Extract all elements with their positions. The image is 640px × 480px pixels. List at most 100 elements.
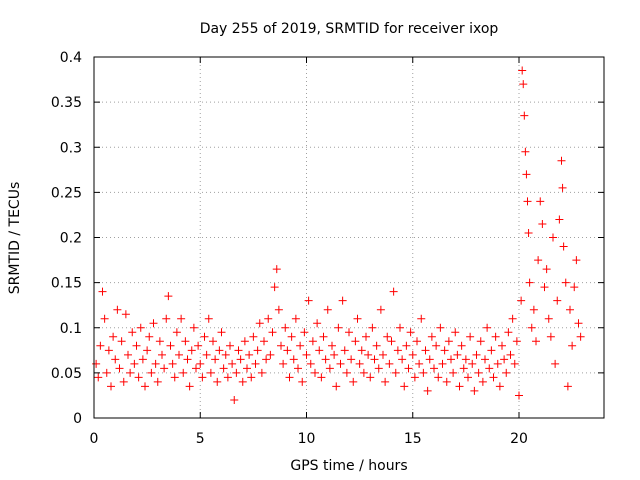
data-point — [279, 359, 288, 368]
data-point — [277, 341, 285, 350]
data-point — [404, 364, 413, 373]
data-point — [177, 314, 186, 323]
data-point — [138, 355, 147, 364]
data-point — [153, 377, 162, 386]
data-point — [308, 337, 317, 346]
data-point — [132, 341, 141, 350]
data-point — [345, 328, 353, 337]
data-point — [421, 346, 430, 355]
data-point — [423, 386, 432, 395]
data-point — [359, 368, 368, 377]
data-point — [474, 368, 483, 377]
data-point — [315, 346, 324, 355]
data-point — [268, 328, 277, 337]
data-point — [370, 355, 379, 364]
data-point — [576, 332, 585, 341]
data-point — [172, 328, 181, 337]
data-point — [353, 314, 362, 323]
data-point — [253, 346, 262, 355]
data-point — [158, 350, 166, 359]
data-point — [240, 337, 249, 346]
data-point — [351, 337, 360, 346]
data-point — [155, 337, 164, 346]
data-point — [149, 319, 158, 328]
data-point — [104, 346, 113, 355]
data-point — [117, 337, 126, 346]
data-point — [555, 215, 564, 224]
data-point — [472, 350, 481, 359]
data-point — [213, 377, 222, 386]
y-tick-label: 0.25 — [51, 185, 82, 201]
data-point — [385, 359, 394, 368]
data-point — [515, 391, 523, 400]
data-point — [532, 337, 540, 346]
data-point — [518, 66, 527, 75]
data-point — [298, 377, 307, 386]
data-point — [119, 377, 128, 386]
data-point — [183, 355, 192, 364]
data-point — [408, 350, 417, 359]
data-point — [519, 80, 528, 89]
data-point — [444, 337, 453, 346]
data-point — [427, 332, 436, 341]
data-point — [417, 314, 426, 323]
data-point — [194, 341, 203, 350]
x-tick-label: 15 — [404, 431, 422, 447]
data-point — [147, 368, 156, 377]
data-point — [198, 373, 207, 382]
data-point — [432, 341, 441, 350]
data-point — [323, 305, 332, 314]
data-point — [336, 359, 345, 368]
data-point — [274, 305, 283, 314]
data-point — [281, 323, 290, 332]
data-point — [487, 346, 496, 355]
grid-lines — [94, 57, 604, 418]
data-point — [302, 350, 311, 359]
data-point — [204, 314, 213, 323]
data-point — [493, 359, 502, 368]
data-point — [145, 332, 154, 341]
data-point — [236, 355, 245, 364]
data-point — [124, 350, 132, 359]
data-point — [387, 337, 396, 346]
data-point — [332, 382, 341, 391]
data-point — [400, 382, 409, 391]
data-point — [189, 323, 198, 332]
data-point — [338, 296, 347, 305]
data-point — [217, 328, 226, 337]
data-point — [221, 350, 230, 359]
data-point — [304, 296, 313, 305]
data-point — [393, 346, 402, 355]
x-axis-label: GPS time / hours — [290, 458, 407, 474]
data-point — [506, 350, 515, 359]
data-point — [134, 373, 143, 382]
data-point — [495, 382, 504, 391]
data-point — [285, 373, 294, 382]
data-point — [391, 368, 400, 377]
data-point — [272, 265, 281, 274]
data-point — [192, 364, 200, 373]
data-point — [226, 341, 234, 350]
data-point — [410, 373, 419, 382]
data-point — [434, 373, 443, 382]
data-point — [398, 355, 407, 364]
data-point — [311, 368, 319, 377]
data-point — [451, 328, 460, 337]
data-point — [549, 233, 557, 242]
data-point — [141, 382, 149, 391]
data-point — [264, 314, 273, 323]
data-point — [340, 346, 349, 355]
data-point — [98, 287, 107, 296]
data-point — [466, 332, 475, 341]
data-point — [283, 346, 292, 355]
data-point — [96, 341, 105, 350]
data-point — [476, 337, 485, 346]
data-point — [553, 296, 562, 305]
data-point — [389, 287, 398, 296]
data-point — [383, 332, 392, 341]
data-point — [223, 373, 232, 382]
y-tick-label: 0.4 — [60, 50, 82, 66]
data-point — [551, 359, 560, 368]
data-point — [102, 368, 111, 377]
data-point — [517, 296, 526, 305]
